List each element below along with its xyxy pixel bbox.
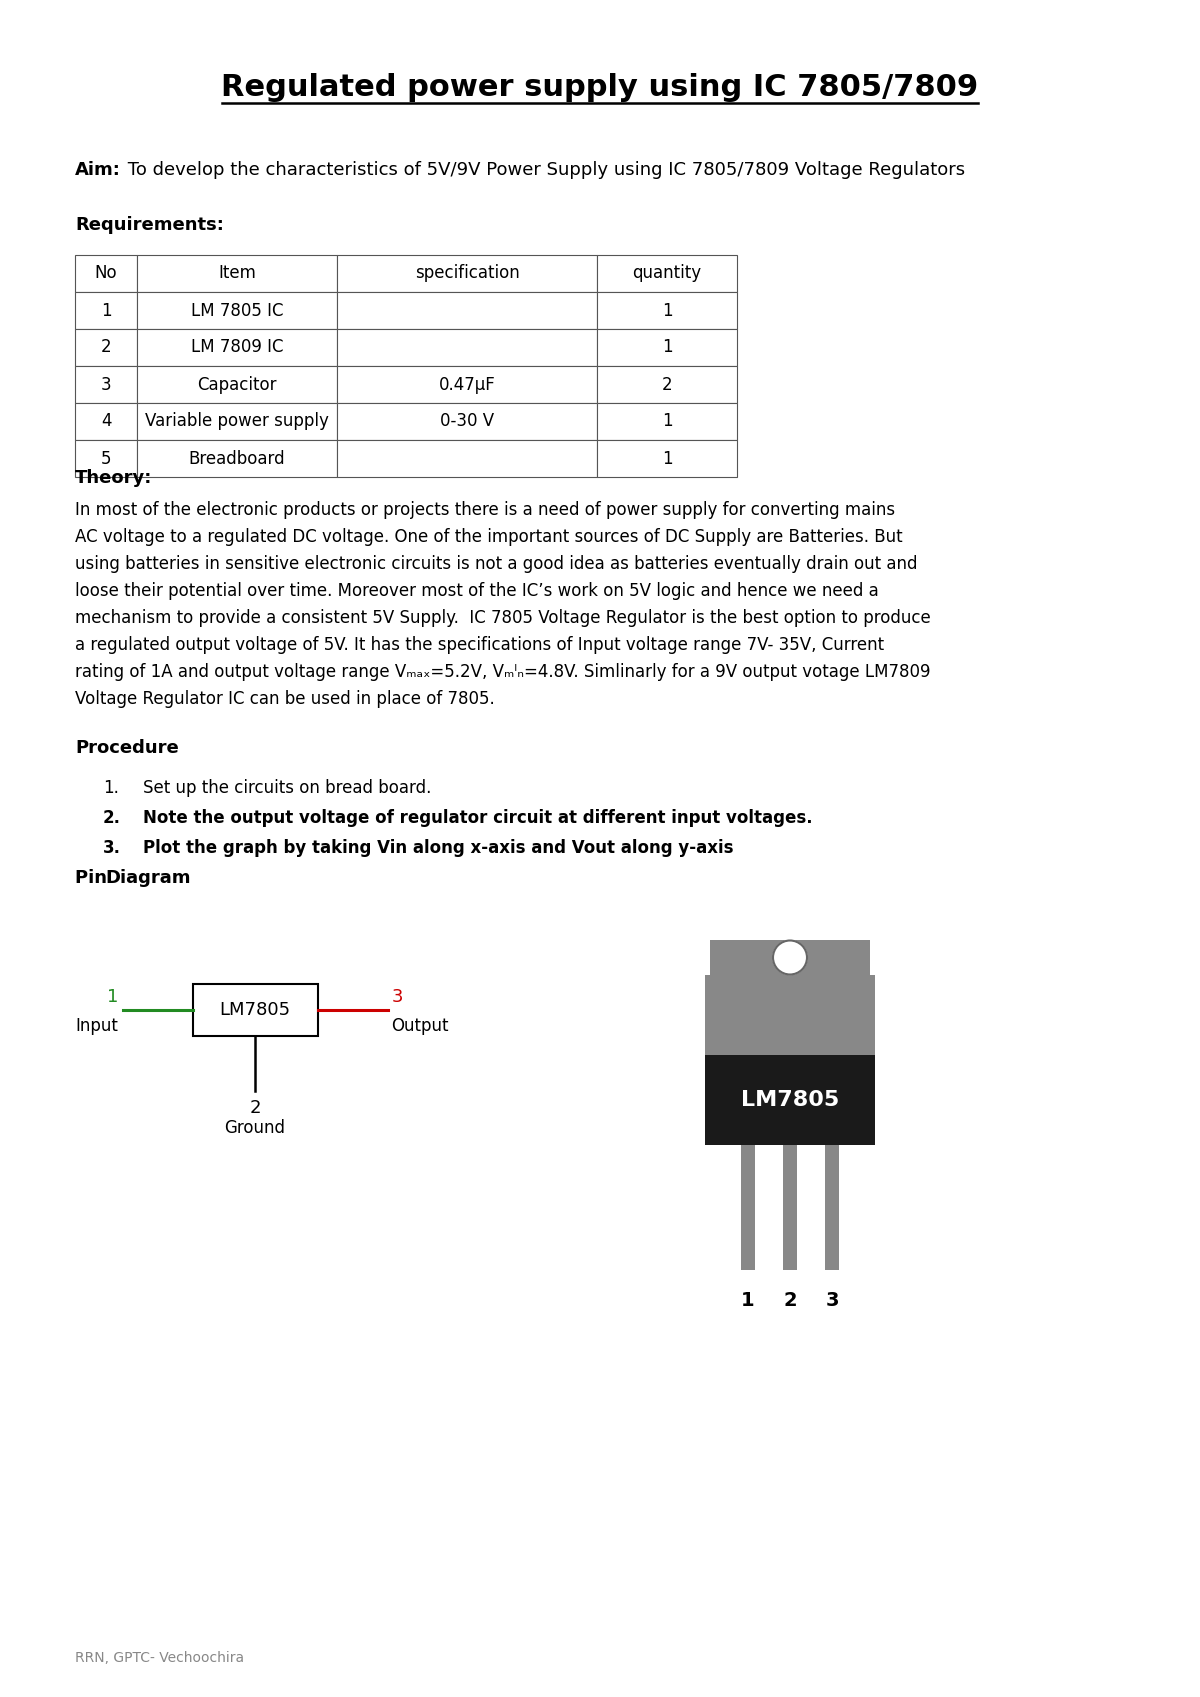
Text: Diagram: Diagram xyxy=(106,869,191,888)
Bar xyxy=(74,402,137,440)
Text: using batteries in sensitive electronic circuits is not a good idea as batteries: using batteries in sensitive electronic … xyxy=(74,555,918,574)
Text: 4: 4 xyxy=(101,412,112,431)
Text: 2: 2 xyxy=(784,1290,797,1310)
Text: 3: 3 xyxy=(391,988,403,1006)
Bar xyxy=(74,440,137,477)
Bar xyxy=(337,255,598,292)
Text: 1: 1 xyxy=(101,302,112,319)
Text: a regulated output voltage of 5V. It has the specifications of Input voltage ran: a regulated output voltage of 5V. It has… xyxy=(74,636,884,653)
Circle shape xyxy=(773,940,808,974)
Bar xyxy=(784,1145,797,1269)
Bar xyxy=(137,440,337,477)
Bar xyxy=(74,292,137,329)
Text: Aim:: Aim: xyxy=(74,161,121,178)
Bar xyxy=(598,292,737,329)
Text: 5: 5 xyxy=(101,450,112,467)
Text: Requirements:: Requirements: xyxy=(74,216,224,234)
Bar xyxy=(137,367,337,402)
Text: Item: Item xyxy=(218,265,256,282)
Text: 0-30 V: 0-30 V xyxy=(440,412,494,431)
Bar xyxy=(192,984,318,1035)
Text: LM 7809 IC: LM 7809 IC xyxy=(191,338,283,356)
Text: 1: 1 xyxy=(661,412,672,431)
Text: 2: 2 xyxy=(250,1100,260,1117)
Text: No: No xyxy=(95,265,118,282)
Text: Ground: Ground xyxy=(224,1118,286,1137)
Text: LM 7805 IC: LM 7805 IC xyxy=(191,302,283,319)
Text: 1.: 1. xyxy=(103,779,119,798)
Text: Breadboard: Breadboard xyxy=(188,450,286,467)
Text: 1: 1 xyxy=(107,988,119,1006)
Text: quantity: quantity xyxy=(632,265,702,282)
Bar xyxy=(598,329,737,367)
Text: In most of the electronic products or projects there is a need of power supply f: In most of the electronic products or pr… xyxy=(74,501,895,519)
Text: Variable power supply: Variable power supply xyxy=(145,412,329,431)
Bar xyxy=(337,402,598,440)
Bar xyxy=(337,329,598,367)
Text: loose their potential over time. Moreover most of the IC’s work on 5V logic and : loose their potential over time. Moreove… xyxy=(74,582,878,601)
Bar xyxy=(137,292,337,329)
Text: LM7805: LM7805 xyxy=(740,1089,839,1110)
Text: Procedure: Procedure xyxy=(74,738,179,757)
Text: 2: 2 xyxy=(661,375,672,394)
Text: 1: 1 xyxy=(742,1290,755,1310)
Text: Note the output voltage of regulator circuit at different input voltages.: Note the output voltage of regulator cir… xyxy=(143,809,812,826)
Text: 3: 3 xyxy=(101,375,112,394)
Text: Input: Input xyxy=(76,1017,119,1035)
Bar xyxy=(74,329,137,367)
Text: rating of 1A and output voltage range Vₘₐₓ=5.2V, Vₘᴵₙ=4.8V. Simlinarly for a 9V : rating of 1A and output voltage range Vₘ… xyxy=(74,664,930,680)
Bar xyxy=(706,976,875,1056)
Text: Regulated power supply using IC 7805/7809: Regulated power supply using IC 7805/780… xyxy=(221,73,979,102)
Text: 1: 1 xyxy=(661,302,672,319)
Text: AC voltage to a regulated DC voltage. One of the important sources of DC Supply : AC voltage to a regulated DC voltage. On… xyxy=(74,528,902,546)
Text: 0.47μF: 0.47μF xyxy=(439,375,496,394)
Text: 2: 2 xyxy=(101,338,112,356)
Bar xyxy=(74,255,137,292)
Bar xyxy=(337,292,598,329)
Bar xyxy=(337,440,598,477)
Bar xyxy=(742,1145,755,1269)
Bar xyxy=(137,255,337,292)
Text: Voltage Regulator IC can be used in place of 7805.: Voltage Regulator IC can be used in plac… xyxy=(74,691,494,708)
Text: 1: 1 xyxy=(661,450,672,467)
Bar xyxy=(826,1145,839,1269)
Text: Set up the circuits on bread board.: Set up the circuits on bread board. xyxy=(143,779,431,798)
Text: Plot the graph by taking Vin along x-axis and Vout along y-axis: Plot the graph by taking Vin along x-axi… xyxy=(143,838,733,857)
Text: specification: specification xyxy=(415,265,520,282)
Text: RRN, GPTC- Vechoochira: RRN, GPTC- Vechoochira xyxy=(74,1651,244,1665)
Text: 2.: 2. xyxy=(103,809,121,826)
Text: To develop the characteristics of 5V/9V Power Supply using IC 7805/7809 Voltage : To develop the characteristics of 5V/9V … xyxy=(122,161,965,178)
Bar xyxy=(74,367,137,402)
Text: 1: 1 xyxy=(661,338,672,356)
Bar xyxy=(137,402,337,440)
Text: Output: Output xyxy=(391,1017,449,1035)
Bar xyxy=(710,940,870,976)
Text: Pin: Pin xyxy=(74,869,113,888)
Bar xyxy=(598,255,737,292)
Bar xyxy=(598,440,737,477)
Bar xyxy=(337,367,598,402)
Text: Theory:: Theory: xyxy=(74,468,152,487)
Bar xyxy=(706,1056,875,1145)
Bar xyxy=(598,402,737,440)
Text: 3: 3 xyxy=(826,1290,839,1310)
Bar xyxy=(137,329,337,367)
Bar xyxy=(598,367,737,402)
Text: Capacitor: Capacitor xyxy=(197,375,277,394)
Text: mechanism to provide a consistent 5V Supply.  IC 7805 Voltage Regulator is the b: mechanism to provide a consistent 5V Sup… xyxy=(74,609,931,626)
Text: 3.: 3. xyxy=(103,838,121,857)
Text: LM7805: LM7805 xyxy=(220,1001,290,1018)
